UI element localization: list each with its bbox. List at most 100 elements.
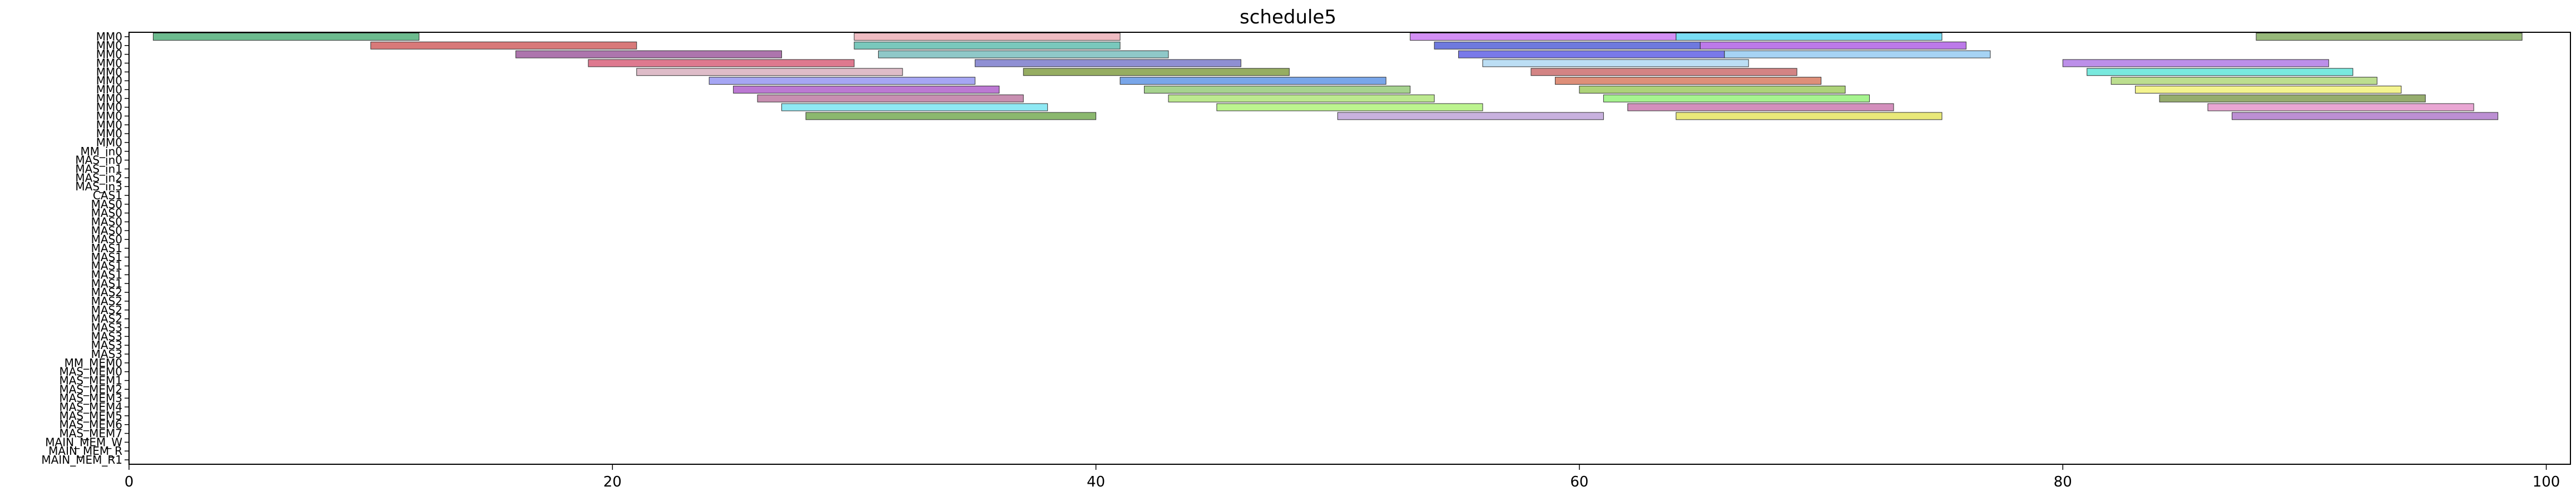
y-tick-label: CAS1 <box>93 189 122 202</box>
y-tick-label: MM0 <box>96 74 122 87</box>
y-tick-label: MAS_in2 <box>75 171 122 184</box>
y-tick-label: MAS0 <box>91 198 122 211</box>
y-tick-label: MAS3 <box>91 347 122 361</box>
task-bar <box>370 41 637 50</box>
task-bar <box>1627 103 1894 111</box>
y-tick-label: MAS_MEM5 <box>59 409 122 423</box>
y-tick-label: MM0 <box>96 65 122 78</box>
y-tick-label: MAS1 <box>91 242 122 255</box>
task-bars <box>152 32 2523 120</box>
y-tick-label: MAS2 <box>91 286 122 299</box>
task-bar <box>1603 94 1870 102</box>
y-tick-label: MM0 <box>96 39 122 52</box>
y-tick-label: MAS2 <box>91 303 122 317</box>
y-tick-label: MAS_MEM4 <box>59 400 122 414</box>
task-bar <box>1482 59 1749 67</box>
task-bar <box>805 112 1097 120</box>
task-bar <box>515 50 782 58</box>
y-tick-label: MAS3 <box>91 330 122 343</box>
task-bar <box>152 32 420 41</box>
task-bar <box>854 41 1121 50</box>
task-bar <box>1579 85 1846 94</box>
task-bar <box>2207 103 2474 111</box>
task-bar <box>1676 32 1943 41</box>
y-tick-label: MAS_MEM7 <box>59 427 122 440</box>
y-tick-label: MAS_MEM0 <box>59 365 122 379</box>
task-bar <box>1700 41 1966 50</box>
x-tick-label: 60 <box>1570 474 1588 490</box>
task-bar <box>1676 112 1943 120</box>
y-tick-label: MAS3 <box>91 338 122 352</box>
y-tick-label: MAS3 <box>91 321 122 335</box>
y-tick-label: MAS_MEM1 <box>59 374 122 387</box>
task-bar <box>733 85 1000 94</box>
y-tick-label: MM0 <box>96 92 122 105</box>
y-tick-label: MM0 <box>96 136 122 149</box>
y-tick-label: MAS_in0 <box>75 154 122 167</box>
y-tick-label: MAS1 <box>91 277 122 290</box>
task-bar <box>1530 68 1797 76</box>
task-bar <box>1023 68 1290 76</box>
y-tick-label: MAS_MEM6 <box>59 418 122 431</box>
task-bar <box>1554 77 1822 85</box>
y-tick-label: MM_in0 <box>81 145 122 158</box>
task-bar <box>1168 94 1435 102</box>
y-tick-label: MAIN_MEM_R <box>48 444 122 458</box>
x-tick-label: 40 <box>1087 474 1105 490</box>
y-tick-label: MAS0 <box>91 207 122 220</box>
y-tick-label: MM0 <box>96 56 122 70</box>
y-tick-label: MAS0 <box>91 224 122 237</box>
task-bar <box>2111 77 2377 85</box>
task-bar <box>709 77 975 85</box>
task-bar <box>588 59 855 67</box>
task-bar <box>1434 41 1701 50</box>
task-bar <box>1410 32 1677 41</box>
task-bar <box>1216 103 1483 111</box>
task-bar <box>854 32 1121 41</box>
y-tick-label: MAS1 <box>91 250 122 264</box>
x-tick-label: 80 <box>2054 474 2072 490</box>
y-tick-label: MM0 <box>96 30 122 43</box>
task-bar <box>2062 59 2329 67</box>
task-bar <box>878 50 1169 58</box>
y-tick-label: MM_MEM0 <box>65 356 122 370</box>
y-tick-label: MM0 <box>96 101 122 114</box>
task-bar <box>2256 32 2523 41</box>
task-bar <box>757 94 1024 102</box>
y-tick-label: MAS0 <box>91 233 122 246</box>
task-bar <box>636 68 903 76</box>
task-bar <box>2159 94 2426 102</box>
y-tick-label: MM0 <box>96 127 122 140</box>
y-tick-label: MAS0 <box>91 215 122 228</box>
y-tick-label: MM0 <box>96 109 122 122</box>
x-tick-label: 0 <box>125 474 134 490</box>
x-axis: 0 20 40 60 80 100 <box>125 464 2560 490</box>
chart-title: schedule5 <box>1240 6 1336 28</box>
y-tick-label: MAS_in3 <box>75 180 122 193</box>
y-tick-label: MAS2 <box>91 294 122 308</box>
task-bar <box>781 103 1048 111</box>
y-tick-label: MAS_in1 <box>75 162 122 175</box>
task-bar <box>1119 77 1386 85</box>
y-axis: MM0MM0MM0MM0MM0MM0MM0MM0MM0MM0MM0MM0MM0M… <box>41 30 129 466</box>
x-tick-label: 100 <box>2533 474 2560 490</box>
task-bar <box>974 59 1241 67</box>
y-tick-label: MAS1 <box>91 268 122 282</box>
task-bar <box>1144 85 1411 94</box>
y-tick-label: MAS_MEM3 <box>59 391 122 405</box>
task-bar <box>1458 50 1725 58</box>
y-tick-label: MM0 <box>96 118 122 131</box>
y-tick-label: MAIN_MEM_R1 <box>41 453 122 466</box>
y-tick-label: MAS_MEM2 <box>59 382 122 396</box>
y-tick-label: MAS1 <box>91 259 122 273</box>
y-tick-label: MM0 <box>96 48 122 61</box>
x-tick-label: 20 <box>603 474 622 490</box>
y-tick-label: MAIN_MEM_W <box>45 435 122 449</box>
task-bar <box>1724 50 1991 58</box>
y-tick-label: MAS2 <box>91 312 122 326</box>
task-bar <box>2087 68 2354 76</box>
y-tick-label: MM0 <box>96 83 122 96</box>
task-bar <box>2231 112 2499 120</box>
task-bar <box>2135 85 2402 94</box>
